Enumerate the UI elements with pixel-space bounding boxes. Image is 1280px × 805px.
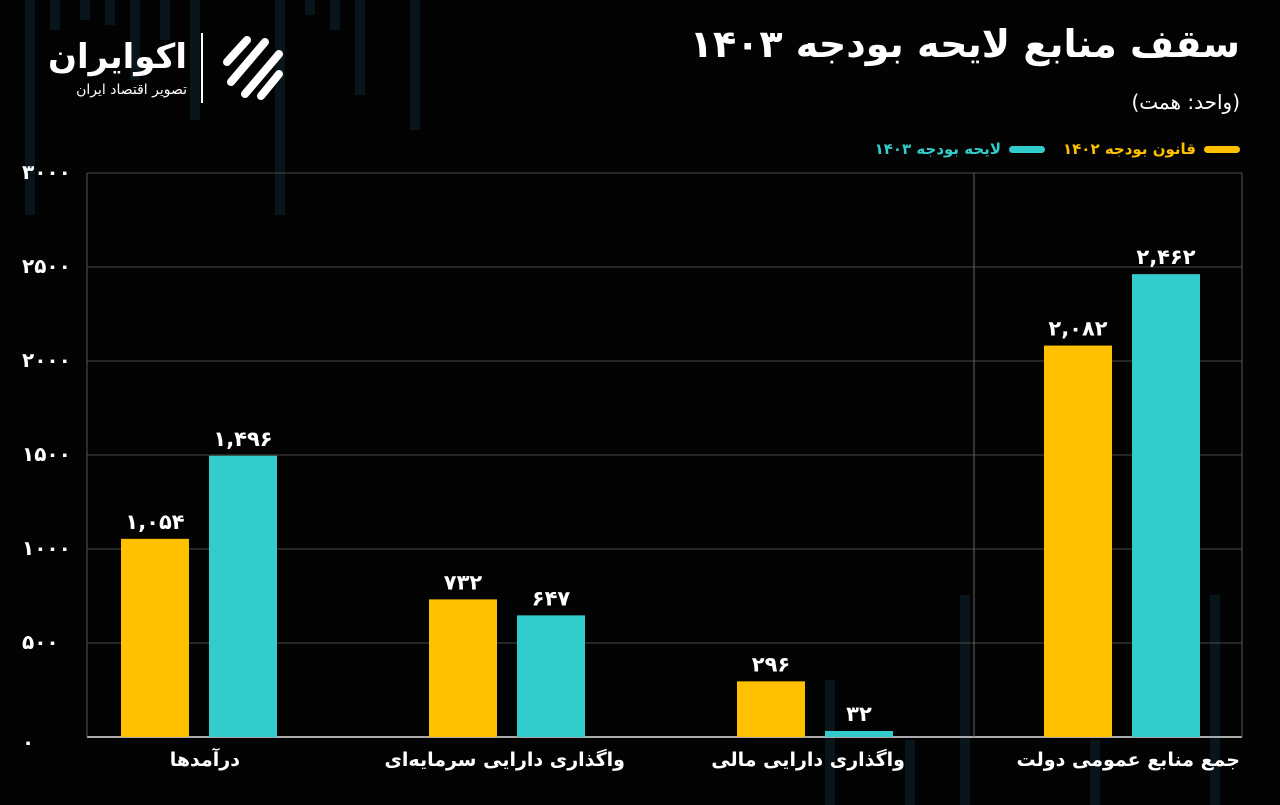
- y-tick-label: ۳۰۰۰: [22, 160, 71, 184]
- bar: [429, 599, 497, 737]
- legend-label: قانون بودجه ۱۴۰۲: [1062, 140, 1196, 158]
- y-tick-label: ۱۵۰۰: [22, 442, 71, 466]
- background-streak: [1210, 595, 1220, 805]
- background-streak: [355, 0, 365, 95]
- background-streak: [330, 0, 340, 30]
- y-tick-label: ۰: [22, 730, 34, 754]
- bar: [517, 615, 585, 737]
- logo-tagline: تصویر اقتصاد ایران: [76, 82, 187, 98]
- background-streak: [305, 0, 315, 15]
- background-streak: [130, 0, 140, 80]
- logo-divider: [201, 33, 203, 103]
- y-tick-label: ۵۰۰: [22, 630, 59, 654]
- bar: [121, 538, 189, 737]
- chart-unit: (واحد: همت): [1131, 90, 1240, 114]
- data-label: ۱,۴۹۶: [213, 427, 272, 451]
- background-streak: [905, 740, 915, 805]
- data-label: ۲,۰۸۲: [1048, 317, 1107, 341]
- background-streak: [80, 0, 90, 20]
- background-streak: [25, 0, 35, 215]
- x-category-label: جمع منابع عمومی دولت: [1017, 749, 1240, 771]
- bar: [825, 730, 893, 737]
- y-tick-label: ۲۵۰۰: [22, 254, 71, 278]
- logo-mark-icon: [223, 36, 283, 100]
- bar: [1132, 274, 1200, 737]
- legend-swatch: [1008, 145, 1045, 153]
- data-label: ۱,۰۵۴: [125, 510, 184, 534]
- background-streak: [410, 0, 420, 130]
- x-category-label: واگذاری دارایی مالی: [711, 748, 905, 771]
- bar: [209, 455, 277, 737]
- chart-title: سقف منابع لایحه بودجه ۱۴۰۳: [689, 22, 1240, 66]
- data-label: ۲,۴۶۲: [1136, 245, 1195, 269]
- data-label: ۲۹۶: [752, 652, 790, 676]
- logo: اکوایران تصویر اقتصاد ایران: [48, 32, 289, 104]
- background-streak: [825, 680, 835, 805]
- data-label: ۷۳۲: [444, 570, 483, 594]
- background-streak: [160, 0, 170, 40]
- background-streak: [1090, 740, 1100, 805]
- data-label: ۶۴۷: [532, 586, 571, 610]
- bar: [1044, 345, 1112, 737]
- bar: [737, 681, 805, 737]
- background-streak: [275, 0, 285, 215]
- logo-name: اکوایران: [48, 37, 187, 77]
- legend-item-1403: لایحه بودجه ۱۴۰۳: [875, 140, 1045, 158]
- legend-swatch: [1204, 145, 1240, 153]
- background-streak: [50, 0, 60, 30]
- background-streak: [105, 0, 115, 25]
- legend-item-1402: قانون بودجه ۱۴۰۲: [1063, 140, 1240, 158]
- background-streak: [190, 0, 200, 120]
- legend-label: لایحه بودجه ۱۴۰۳: [874, 140, 1001, 158]
- legend: قانون بودجه ۱۴۰۲ لایحه بودجه ۱۴۰۳: [875, 140, 1240, 158]
- data-label: ۳۲: [846, 702, 872, 726]
- y-tick-label: ۲۰۰۰: [22, 348, 71, 372]
- background-streak: [960, 595, 970, 805]
- x-category-label: درآمدها: [170, 747, 240, 771]
- x-category-label: واگذاری دارایی سرمایه‌ای: [385, 748, 626, 771]
- y-tick-label: ۱۰۰۰: [22, 536, 71, 560]
